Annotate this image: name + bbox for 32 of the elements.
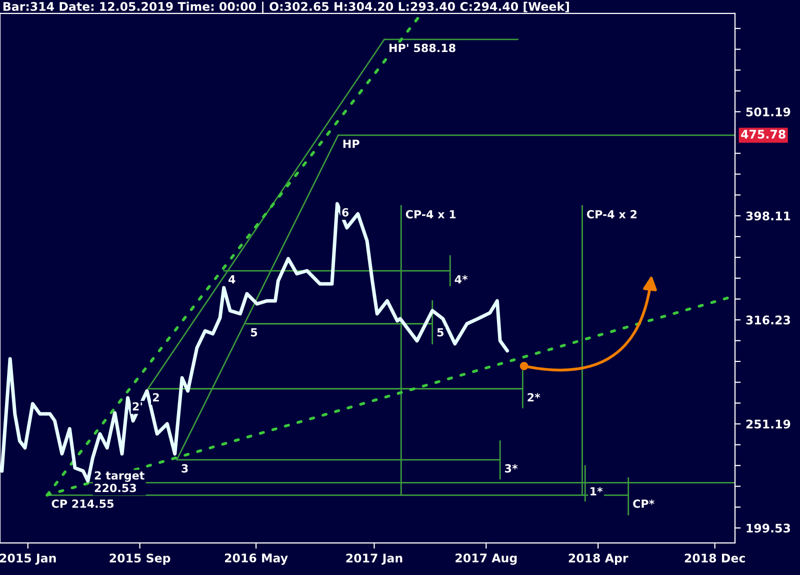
annotation: 3*: [505, 464, 518, 473]
annotation: 3: [182, 464, 188, 473]
x-tick-label: 2018 Dec: [684, 554, 745, 563]
annotation: 2: [153, 393, 159, 402]
annotation: 2': [132, 402, 142, 410]
annotation: CP*: [633, 500, 654, 508]
annotation: CP 214.55: [52, 500, 114, 508]
y-tick-label: 501.19: [746, 107, 790, 116]
annotation: CP-4 x 2: [586, 210, 637, 218]
annotation: 1*: [590, 487, 603, 496]
annotation: 5: [250, 328, 258, 337]
annotation: 2*: [528, 393, 540, 402]
x-tick-label: 2016 May: [224, 554, 288, 565]
y-tick-label: 199.53: [746, 524, 790, 533]
x-tick-label: 2017 Aug: [456, 554, 517, 565]
annotation: 4: [228, 275, 236, 284]
annotation: HP: [343, 140, 360, 148]
chart-title: Bar:314 Date: 12.05.2019 Time: 00:00 | O:302.65 H:304.20 L:293.40 C:294.40 [Week]: [3, 2, 569, 14]
x-tick-label: 2015 Jan: [0, 554, 56, 565]
annotation: 2 target 220.53: [94, 471, 144, 492]
annotation: 5: [437, 328, 444, 337]
x-tick-label: 2018 Apr: [568, 554, 628, 565]
y-tick-label: 398.11: [746, 211, 790, 220]
x-tick-label: 2015 Sep: [110, 554, 170, 565]
y-tick-label: 251.19: [746, 420, 790, 429]
x-tick-label: 2017 Jan: [346, 554, 402, 565]
y-tick-label: 316.23: [746, 316, 790, 324]
annotation: 4*: [454, 275, 468, 284]
annotation: HP' 588.18: [390, 44, 456, 52]
annotation: 6: [342, 208, 349, 217]
annotation: CP-4 x 1: [406, 210, 456, 218]
annotation: 475.78: [741, 130, 786, 139]
